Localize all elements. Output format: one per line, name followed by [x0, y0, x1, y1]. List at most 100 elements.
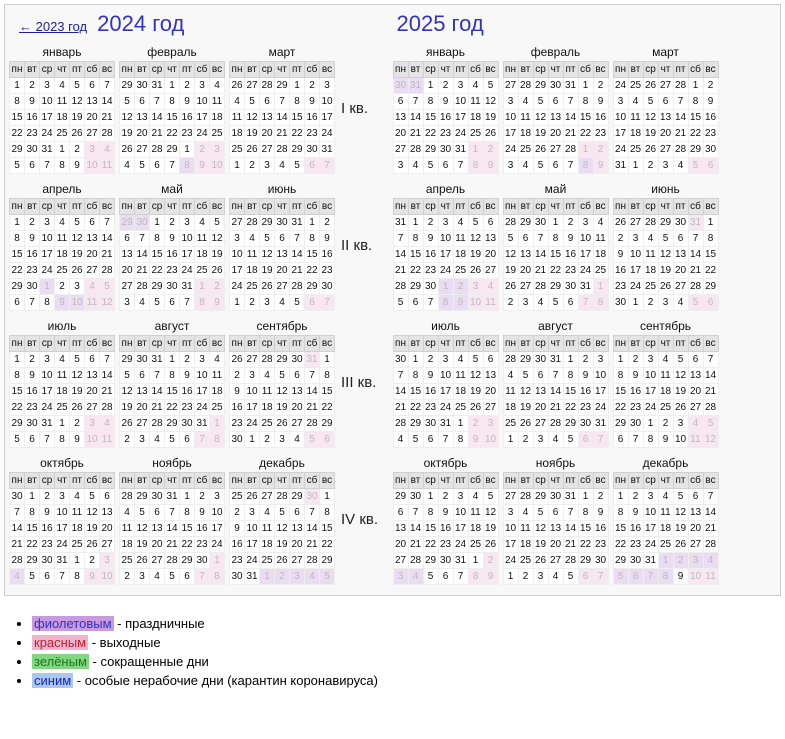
day-cell: 11 [260, 384, 275, 400]
dow-header: ср [40, 199, 55, 215]
dow-header: ср [643, 336, 658, 352]
day-cell: 28 [563, 142, 578, 158]
day-cell: 30 [533, 352, 548, 368]
dow-header: вс [100, 336, 115, 352]
day-cell: 6 [85, 352, 100, 368]
day-cell: 4 [483, 279, 498, 295]
day-cell: 28 [503, 352, 518, 368]
day-cell: 22 [563, 400, 578, 416]
day-cell: 20 [518, 263, 533, 279]
day-cell: 3 [658, 158, 673, 174]
day-cell: 6 [438, 569, 453, 585]
dow-header: вс [210, 62, 225, 78]
day-cell: 20 [688, 521, 703, 537]
month-grid: пнвтсрчтптсбвс28293031123456789101112131… [119, 472, 225, 585]
day-cell: 4 [408, 569, 423, 585]
day-cell: 19 [503, 263, 518, 279]
dow-header: чт [658, 199, 673, 215]
day-cell: 8 [210, 432, 225, 448]
day-cell: 4 [260, 505, 275, 521]
dow-header: пн [613, 62, 628, 78]
month-title: январь [393, 43, 499, 61]
day-cell: 25 [628, 78, 643, 94]
day-cell: 29 [613, 553, 628, 569]
day-cell: 8 [320, 368, 335, 384]
day-cell: 11 [628, 110, 643, 126]
day-cell: 6 [548, 94, 563, 110]
day-cell: 30 [393, 352, 408, 368]
day-cell: 1 [165, 78, 180, 94]
months-row: июльпнвтсрчтптсбвс1234567891011121314151… [9, 317, 335, 448]
day-cell: 2 [230, 505, 245, 521]
day-cell: 9 [25, 231, 40, 247]
day-cell: 13 [85, 94, 100, 110]
day-cell: 5 [120, 94, 135, 110]
day-cell: 29 [320, 416, 335, 432]
dow-header: вс [210, 473, 225, 489]
day-cell: 6 [180, 569, 195, 585]
day-cell: 21 [673, 126, 688, 142]
day-cell: 26 [70, 263, 85, 279]
day-cell: 27 [150, 553, 165, 569]
month-август: августпнвтсрчтптсбвс28293031123456789101… [503, 317, 609, 448]
day-cell: 11 [643, 247, 658, 263]
day-cell: 28 [643, 215, 658, 231]
day-cell: 26 [673, 537, 688, 553]
day-cell: 10 [438, 231, 453, 247]
month-grid: пнвтсрчтптсбвс29303112345678910111213141… [119, 61, 225, 174]
day-cell: 27 [393, 142, 408, 158]
day-cell: 23 [230, 416, 245, 432]
day-cell: 24 [180, 263, 195, 279]
day-cell: 25 [658, 400, 673, 416]
day-cell: 15 [165, 384, 180, 400]
months-row: октябрьпнвтсрчтптсбвс2930123456789101112… [393, 454, 719, 585]
day-cell: 4 [593, 215, 608, 231]
day-cell: 26 [210, 263, 225, 279]
day-cell: 3 [503, 505, 518, 521]
month-title: май [503, 180, 609, 198]
day-cell: 16 [593, 110, 608, 126]
day-cell: 21 [393, 263, 408, 279]
day-cell: 26 [533, 142, 548, 158]
day-cell: 15 [320, 521, 335, 537]
prev-year-link[interactable]: ← 2023 год [13, 19, 87, 34]
day-cell: 28 [260, 78, 275, 94]
day-cell: 12 [100, 295, 115, 311]
day-cell: 13 [533, 384, 548, 400]
month-grid: пнвтсрчтптсбвс27282930311234567891011121… [503, 472, 609, 585]
dow-header: ср [533, 336, 548, 352]
quarter-label: I кв. [335, 100, 374, 117]
day-cell: 11 [195, 231, 210, 247]
day-cell: 29 [408, 279, 423, 295]
day-cell: 6 [120, 231, 135, 247]
day-cell: 1 [658, 553, 673, 569]
day-cell: 26 [658, 279, 673, 295]
day-cell: 10 [40, 368, 55, 384]
day-cell: 7 [40, 158, 55, 174]
day-cell: 3 [628, 231, 643, 247]
month-title: март [229, 43, 335, 61]
month-title: февраль [503, 43, 609, 61]
day-cell: 4 [55, 78, 70, 94]
day-cell: 20 [658, 126, 673, 142]
dow-header: чт [165, 62, 180, 78]
dow-header: вс [320, 62, 335, 78]
day-cell: 24 [245, 553, 260, 569]
day-cell: 19 [483, 110, 498, 126]
day-cell: 5 [658, 231, 673, 247]
day-cell: 20 [483, 247, 498, 263]
dow-header: ср [643, 199, 658, 215]
day-cell: 17 [230, 263, 245, 279]
dow-header: ср [423, 473, 438, 489]
day-cell: 5 [613, 569, 628, 585]
day-cell: 25 [658, 537, 673, 553]
day-cell: 2 [305, 78, 320, 94]
day-cell: 6 [578, 569, 593, 585]
day-cell: 14 [150, 384, 165, 400]
legend: фиолетовым - праздничныекрасным - выходн… [0, 600, 785, 704]
day-cell: 3 [135, 432, 150, 448]
day-cell: 3 [593, 352, 608, 368]
month-апрель: апрельпнвтсрчтптсбвс31123456789101112131… [393, 180, 499, 311]
day-cell: 15 [25, 521, 40, 537]
day-cell: 21 [290, 263, 305, 279]
